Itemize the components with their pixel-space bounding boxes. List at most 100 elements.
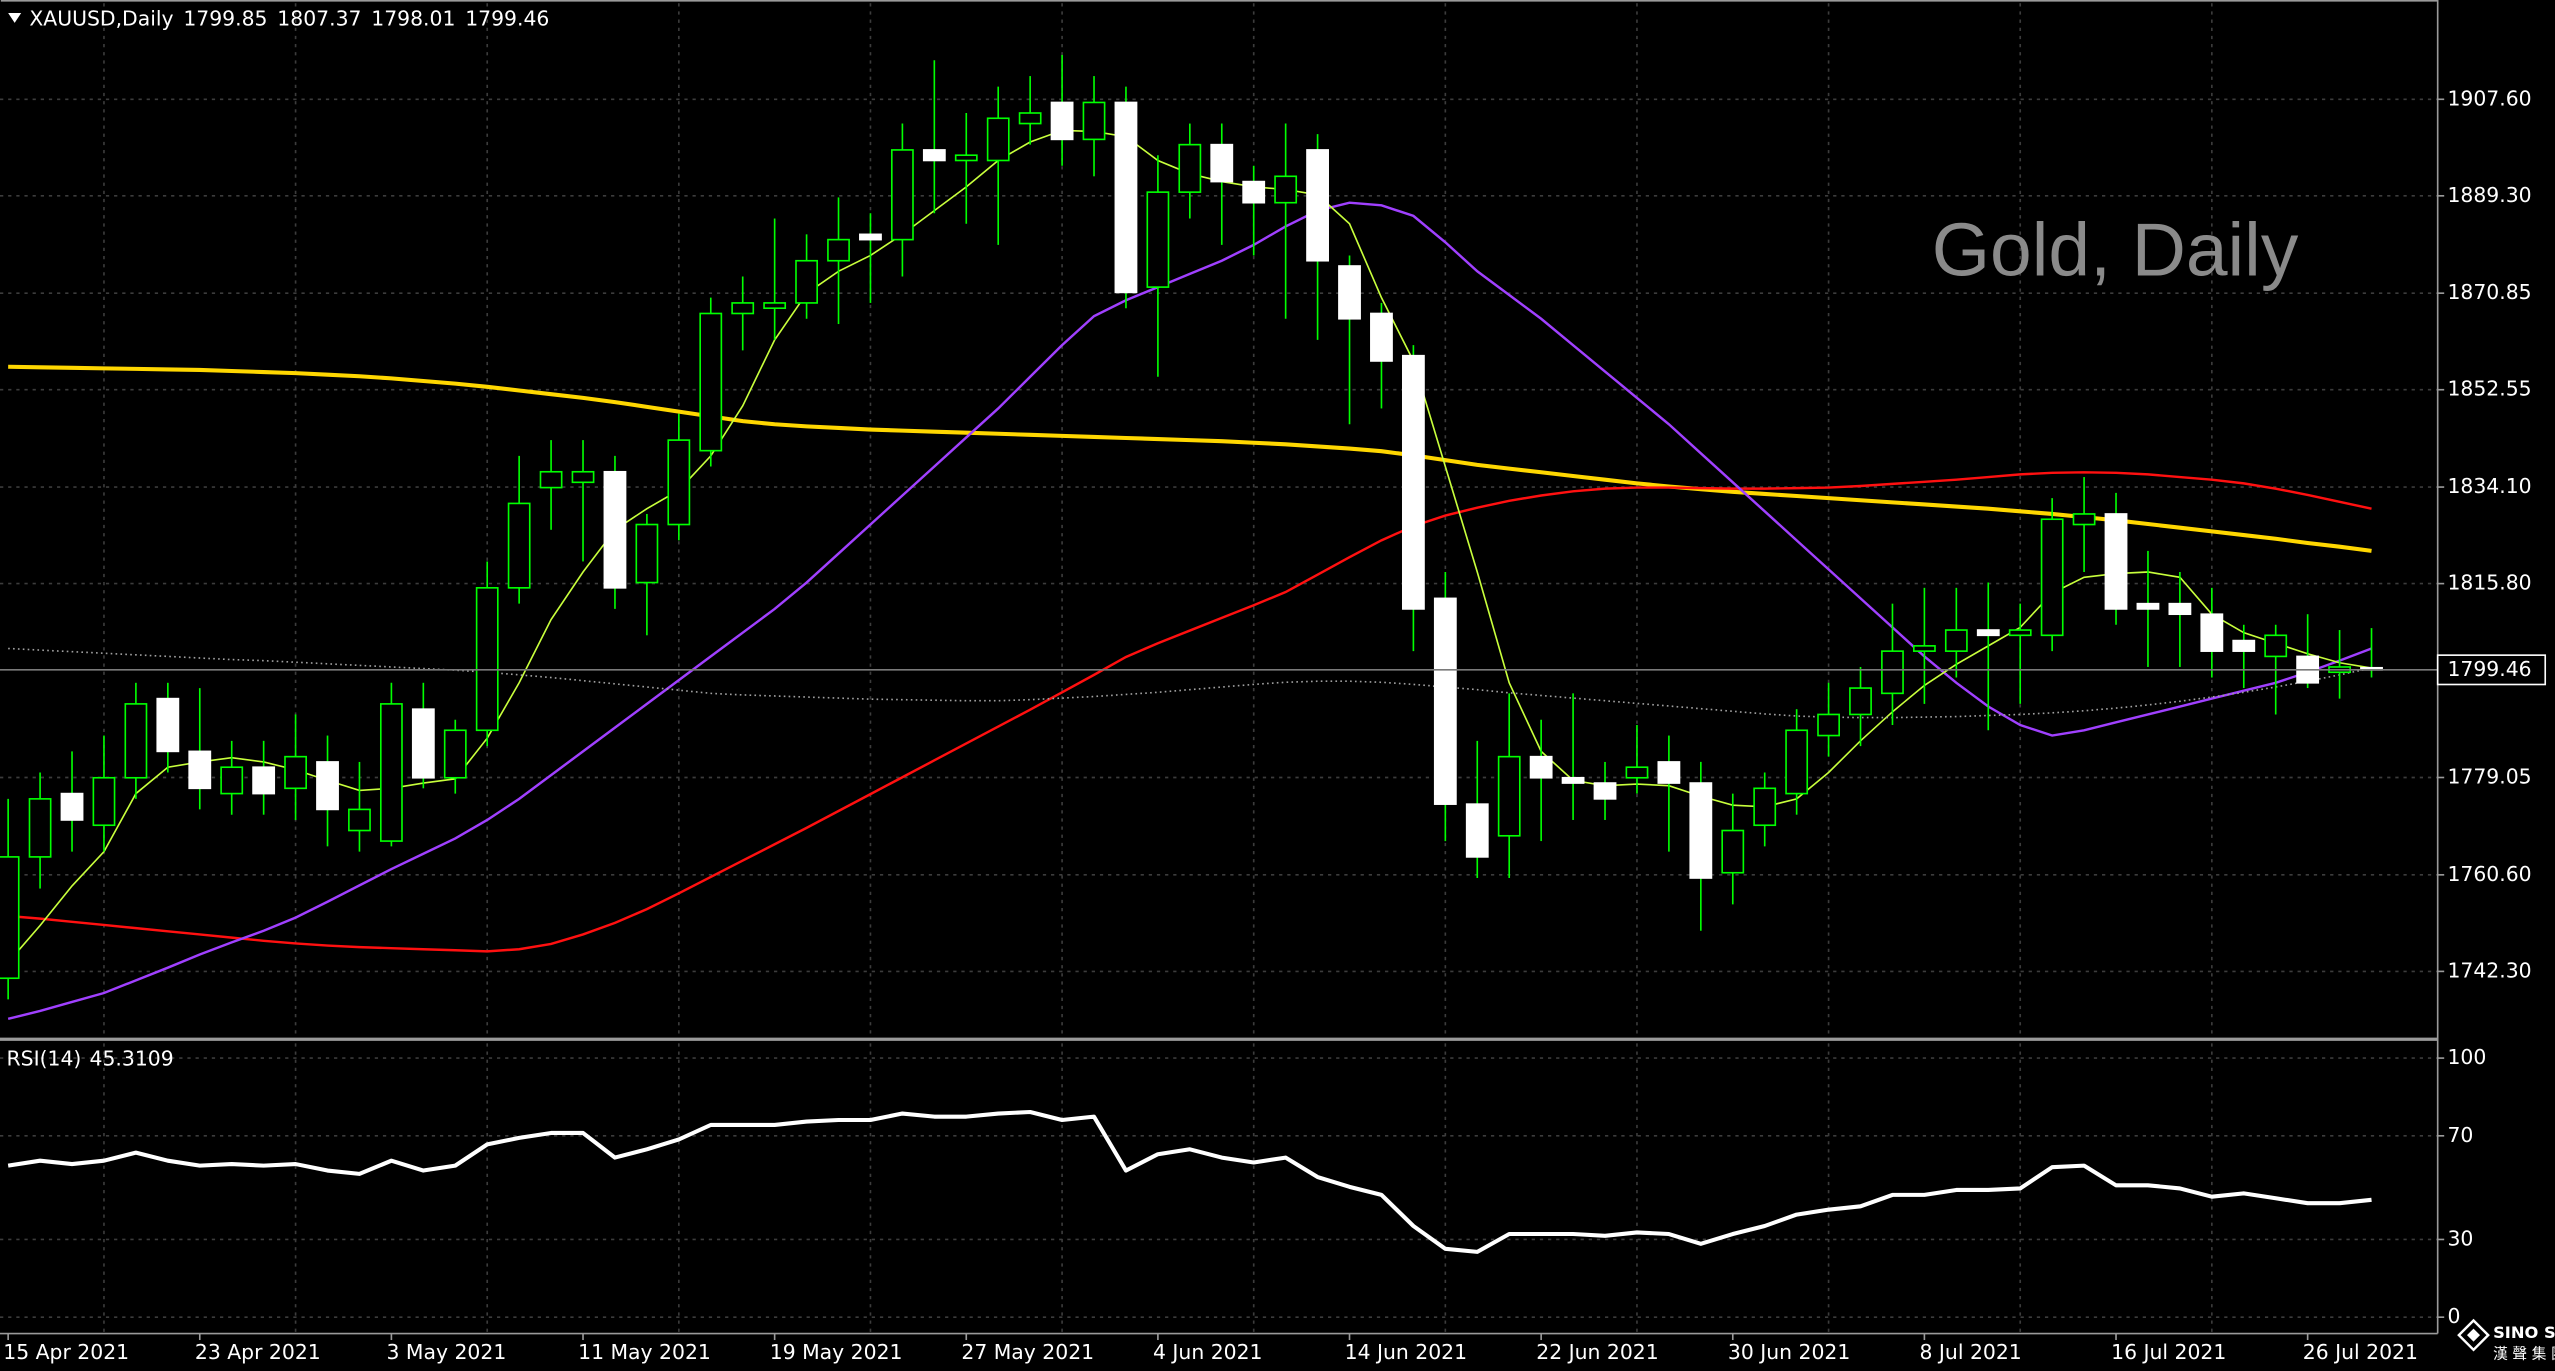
candle-body	[1050, 101, 1074, 141]
logo-icon	[2457, 1318, 2490, 1352]
chart-title: XAUUSD,Daily 1799.85 1807.37 1798.01 1799.46	[29, 7, 549, 31]
moving-average-line	[7, 201, 2372, 1021]
candle-body	[379, 703, 403, 842]
candle-body	[1529, 755, 1553, 779]
candle-body	[986, 117, 1010, 162]
x-tick-label: 23 Apr 2021	[195, 1340, 321, 1364]
y-tick-label: 30	[2447, 1226, 2473, 1250]
candle-body	[1433, 597, 1457, 805]
candle-body	[1082, 101, 1106, 141]
candle-body	[188, 750, 212, 790]
candle-body	[1465, 803, 1489, 858]
candle-body	[1849, 687, 1872, 716]
logo-name: SINO SOUND	[2493, 1323, 2555, 1342]
candle-body	[699, 312, 723, 452]
candle-body	[1018, 112, 1042, 125]
title-symbol: XAUUSD,Daily	[29, 7, 173, 31]
logo-subtitle: 漢 聲 集 團	[2493, 1346, 2555, 1363]
candle-body	[1785, 729, 1809, 795]
candle-body	[795, 259, 818, 304]
y-tick-label: 1779.05	[2447, 764, 2531, 788]
candle-body	[2104, 513, 2128, 610]
candle-body	[316, 761, 339, 811]
candle-body	[348, 808, 371, 832]
candle-body	[28, 798, 52, 858]
candle-body	[1338, 265, 1361, 320]
x-tick-label: 3 May 2021	[387, 1340, 507, 1364]
y-tick-label: 1742.30	[2447, 958, 2531, 982]
candle-body	[1401, 354, 1425, 610]
x-tick-label: 16 Jul 2021	[2111, 1340, 2226, 1364]
y-tick-label: 1907.60	[2447, 86, 2531, 110]
title-high: 1807.37	[277, 7, 361, 31]
candle-body	[1976, 629, 2000, 637]
candle-body	[411, 708, 435, 779]
candle-body	[1146, 191, 1170, 288]
candle-body	[1274, 175, 1298, 204]
x-tick-label: 14 Jun 2021	[1345, 1340, 1467, 1364]
candle-body	[1497, 755, 1521, 837]
candle-body	[1593, 782, 1617, 800]
y-tick-label: 1889.30	[2447, 183, 2531, 207]
candle-body	[2072, 513, 2096, 526]
candle-body	[1178, 143, 1202, 193]
x-tick-label: 26 Jul 2021	[2303, 1340, 2418, 1364]
grid	[0, 3, 2438, 1334]
candle-body	[1306, 149, 1329, 262]
candle-body	[763, 302, 787, 310]
moving-average-line	[8, 364, 2372, 553]
candle-body	[922, 149, 946, 162]
title-arrow	[8, 13, 22, 23]
last-price-tag	[2436, 654, 2547, 686]
x-tick-label: 22 Jun 2021	[1536, 1340, 1658, 1364]
x-tick-label: 30 Jun 2021	[1728, 1340, 1850, 1364]
y-tick-label: 1834.10	[2447, 474, 2531, 498]
rsi-line	[7, 1109, 2372, 1254]
y-tick-label: 1760.60	[2447, 862, 2531, 886]
candle-body	[156, 697, 180, 753]
x-tick-label: 8 Jul 2021	[1920, 1340, 2022, 1364]
candle-body	[571, 470, 595, 484]
candle-body	[827, 238, 850, 262]
candle-body	[1114, 101, 1138, 294]
candle-body	[2136, 602, 2160, 610]
y-tick-label: 1870.85	[2447, 280, 2531, 304]
candle-body	[0, 856, 20, 980]
y-tick-label: 0	[2447, 1304, 2460, 1328]
candle-body	[2168, 602, 2192, 616]
marks	[0, 54, 2438, 1254]
x-tick-label: 19 May 2021	[770, 1340, 903, 1364]
x-tick-label: 11 May 2021	[578, 1340, 711, 1364]
indicator-name: RSI(14)	[7, 1047, 82, 1071]
candle-body	[667, 439, 691, 526]
x-tick-label: 27 May 2021	[961, 1340, 1094, 1364]
candle-body	[2008, 629, 2032, 637]
y-tick-label: 100	[2447, 1045, 2486, 1069]
candle-body	[1657, 761, 1681, 784]
candle-body	[2040, 518, 2064, 637]
candle-body	[859, 233, 882, 241]
labels: 1907.60 1889.30 1870.85 1852.55 1834.10 1815.…	[3, 7, 2547, 1364]
candle-body	[1689, 782, 1713, 879]
candle-body	[252, 766, 276, 795]
candle-body	[1721, 829, 1745, 874]
candle-body	[635, 523, 659, 584]
candle-body	[2264, 634, 2288, 658]
candle-body	[92, 776, 116, 827]
indicator-value: 45.3109	[90, 1047, 174, 1071]
candle-body	[284, 755, 307, 790]
candle-body	[731, 302, 755, 315]
last-price-label: 1799.46	[2447, 657, 2531, 681]
logo: SINO SOUND 漢 聲 集 團	[2457, 1318, 2555, 1363]
candle-body	[1881, 650, 1904, 695]
candle-body	[443, 729, 467, 779]
candle-body	[2232, 639, 2256, 652]
title-low: 1798.01	[371, 7, 455, 31]
x-tick-label: 15 Apr 2021	[3, 1340, 129, 1364]
y-tick-label: 1815.80	[2447, 571, 2531, 595]
candle-body	[60, 792, 84, 821]
